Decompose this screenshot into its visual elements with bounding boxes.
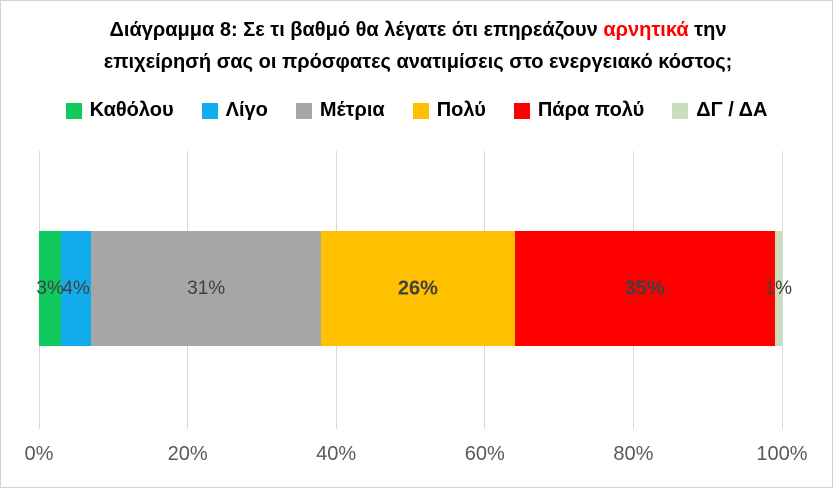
- x-axis-tick-label: 80%: [613, 443, 654, 465]
- legend-swatch-icon: [295, 102, 312, 119]
- legend-item-label: Καθόλου: [89, 99, 174, 121]
- x-axis: 0% 20% 40% 60% 80% 100%: [25, 443, 808, 473]
- legend-item-2: Λίγο: [201, 99, 268, 122]
- legend-item-1: Καθόλου: [65, 99, 174, 122]
- legend-swatch-icon: [201, 102, 218, 119]
- bar-segment-4: [321, 231, 515, 346]
- plot-area: 3% 4% 31% 26% 35% 1%: [36, 151, 792, 429]
- x-axis-tick-label: 40%: [316, 443, 357, 465]
- x-axis-tick-label: 20%: [167, 443, 208, 465]
- bar-segment-6: [774, 231, 782, 346]
- legend-item-label: Λίγο: [225, 99, 268, 121]
- legend-item-3: Μέτρια: [295, 99, 385, 122]
- bar-segment-1: [39, 231, 62, 346]
- legend-item-label: Πάρα πολύ: [537, 99, 645, 121]
- legend-swatch-icon: [65, 102, 82, 119]
- bar-segment-3: [91, 231, 322, 346]
- chart-title-highlight: αρνητικά: [603, 19, 689, 41]
- legend-item-label: Πολύ: [436, 99, 486, 121]
- legend-item-4: Πολύ: [412, 99, 486, 122]
- legend-item-label: ΔΓ / ΔΑ: [696, 99, 768, 121]
- bar-segment-2: [61, 231, 91, 346]
- gridline: [781, 151, 783, 429]
- legend-item-label: Μέτρια: [319, 99, 385, 121]
- legend-item-5: Πάρα πολύ: [513, 99, 645, 122]
- legend-swatch-icon: [513, 102, 530, 119]
- x-axis-tick-label: 0%: [24, 443, 54, 465]
- legend: Καθόλου Λίγο Μέτρια Πολύ Πάρα πολύ ΔΓ / ΔΑ: [1, 99, 832, 122]
- bar-segment-5: [514, 231, 775, 346]
- legend-swatch-icon: [412, 102, 429, 119]
- legend-item-6: ΔΓ / ΔΑ: [672, 99, 767, 122]
- x-axis-tick-label: 60%: [464, 443, 505, 465]
- chart-title-suffix: την επιχείρησή σας οι πρόσφατες ανατιμίσ…: [103, 19, 733, 73]
- stacked-bar: [39, 231, 782, 346]
- legend-swatch-icon: [672, 102, 689, 119]
- chart-title-prefix: Διάγραμμα 8: Σε τι βαθμό θα λέγατε ότι ε…: [109, 19, 604, 41]
- x-axis-tick-label: 100%: [756, 443, 808, 465]
- chart-title: Διάγραμμα 8: Σε τι βαθμό θα λέγατε ότι ε…: [67, 14, 769, 78]
